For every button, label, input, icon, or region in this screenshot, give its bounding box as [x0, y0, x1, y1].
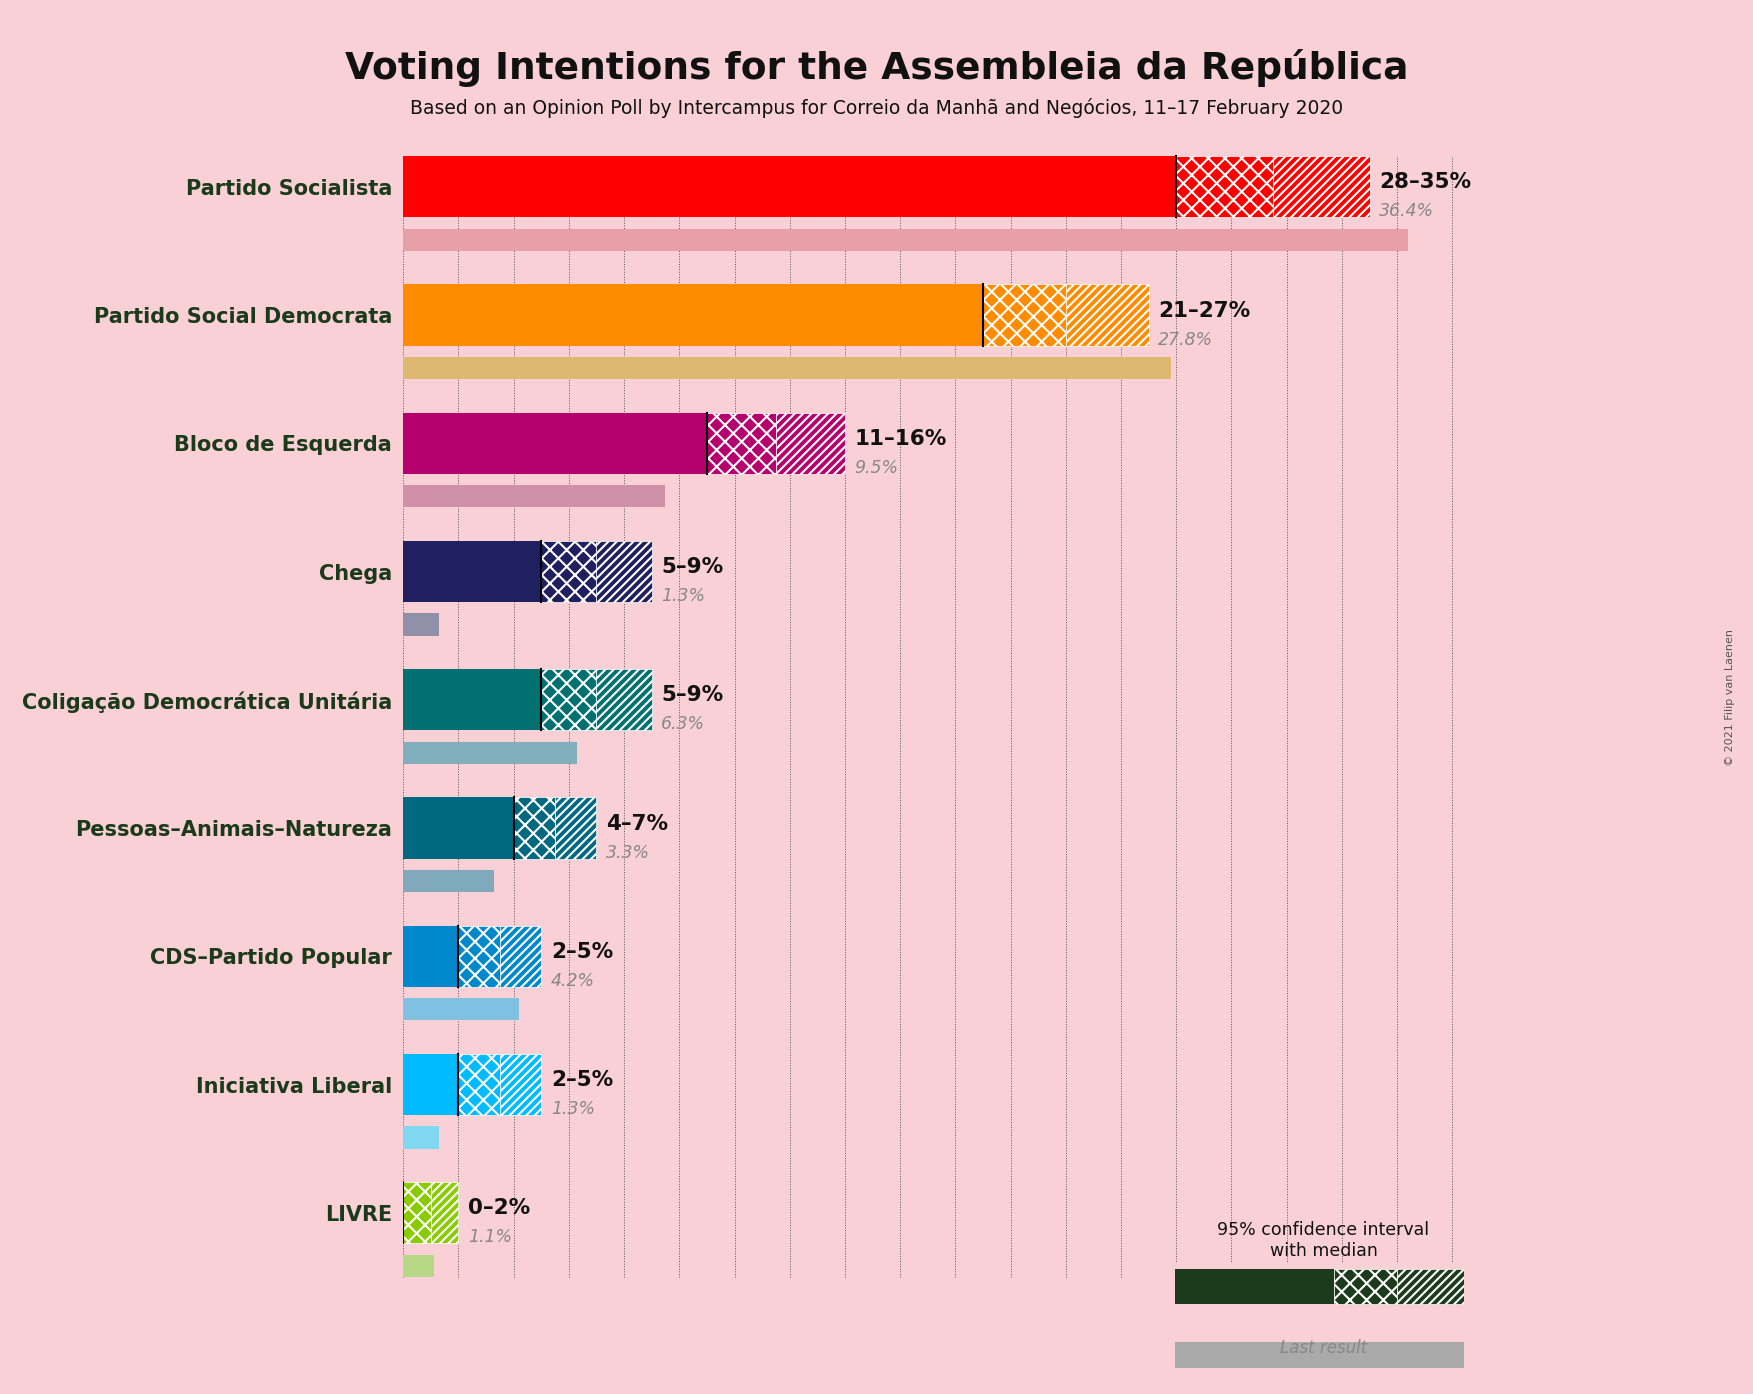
Bar	[403, 998, 519, 1020]
Text: 1.1%: 1.1%	[468, 1228, 512, 1246]
Bar	[1273, 156, 1369, 217]
Text: 3.3%: 3.3%	[607, 843, 650, 861]
Text: 0–2%: 0–2%	[468, 1199, 529, 1218]
Bar	[403, 1182, 431, 1243]
Bar	[431, 1182, 459, 1243]
Bar	[403, 870, 494, 892]
Bar	[596, 669, 652, 730]
Bar	[403, 357, 1171, 379]
Bar	[403, 669, 542, 730]
Bar	[403, 413, 706, 474]
Text: Voting Intentions for the Assembleia da República: Voting Intentions for the Assembleia da …	[345, 49, 1408, 86]
Bar	[514, 797, 556, 859]
Bar	[777, 413, 845, 474]
Text: 9.5%: 9.5%	[855, 459, 899, 477]
Text: 21–27%: 21–27%	[1159, 301, 1250, 321]
Bar	[1397, 1269, 1464, 1305]
Bar	[403, 797, 514, 859]
Bar	[403, 229, 1408, 251]
Bar	[542, 541, 596, 602]
Bar	[403, 485, 666, 507]
Bar	[596, 541, 652, 602]
Bar	[403, 284, 983, 346]
Text: 2–5%: 2–5%	[550, 942, 614, 962]
Text: Last result: Last result	[1280, 1340, 1367, 1356]
Bar	[403, 1054, 458, 1115]
Bar	[542, 669, 596, 730]
Bar	[1334, 1269, 1397, 1305]
Bar	[556, 797, 596, 859]
Text: Based on an Opinion Poll by Intercampus for Correio da Manhã and Negócios, 11–17: Based on an Opinion Poll by Intercampus …	[410, 98, 1343, 117]
Text: 1.3%: 1.3%	[661, 587, 705, 605]
Text: 1.3%: 1.3%	[550, 1100, 594, 1118]
Bar	[458, 926, 500, 987]
Bar	[500, 926, 542, 987]
Text: © 2021 Filip van Laenen: © 2021 Filip van Laenen	[1725, 629, 1735, 765]
Bar	[403, 1255, 433, 1277]
Bar	[706, 413, 777, 474]
Bar	[403, 742, 577, 764]
Bar	[403, 156, 1176, 217]
Bar	[500, 1054, 542, 1115]
Text: 4.2%: 4.2%	[550, 972, 594, 990]
Bar	[983, 284, 1066, 346]
Bar	[1176, 156, 1273, 217]
Bar	[1175, 1269, 1334, 1305]
Bar	[1066, 284, 1148, 346]
Bar	[403, 926, 458, 987]
Bar	[403, 541, 542, 602]
Text: 4–7%: 4–7%	[607, 814, 668, 834]
Bar	[403, 613, 438, 636]
Bar	[403, 1126, 438, 1149]
Text: 5–9%: 5–9%	[661, 686, 724, 705]
Text: 36.4%: 36.4%	[1380, 202, 1434, 220]
Text: 5–9%: 5–9%	[661, 558, 724, 577]
Text: 95% confidence interval
with median: 95% confidence interval with median	[1217, 1221, 1430, 1260]
Bar	[458, 1054, 500, 1115]
Text: 27.8%: 27.8%	[1159, 330, 1213, 348]
Text: 11–16%: 11–16%	[855, 429, 947, 449]
Bar	[1175, 1342, 1464, 1368]
Text: 6.3%: 6.3%	[661, 715, 705, 733]
Text: 2–5%: 2–5%	[550, 1071, 614, 1090]
Text: 28–35%: 28–35%	[1380, 173, 1471, 192]
